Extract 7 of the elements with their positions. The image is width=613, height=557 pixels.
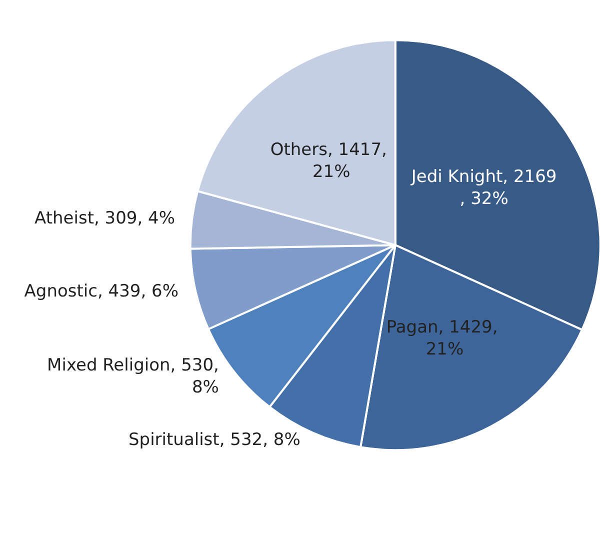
slice-label: Spiritualist, 532, 8% xyxy=(128,430,300,450)
slice-label: Pagan, 1429, 21% xyxy=(386,317,504,360)
slice-label: Agnostic, 439, 6% xyxy=(24,282,179,302)
slice-label: Atheist, 309, 4% xyxy=(34,208,176,229)
slice-label: Others, 1417, 21% xyxy=(270,140,392,182)
slice-label: Mixed Religion, 530, 8% xyxy=(47,356,219,398)
slice-label: Jedi Knight, 2169, 32% xyxy=(410,166,557,209)
